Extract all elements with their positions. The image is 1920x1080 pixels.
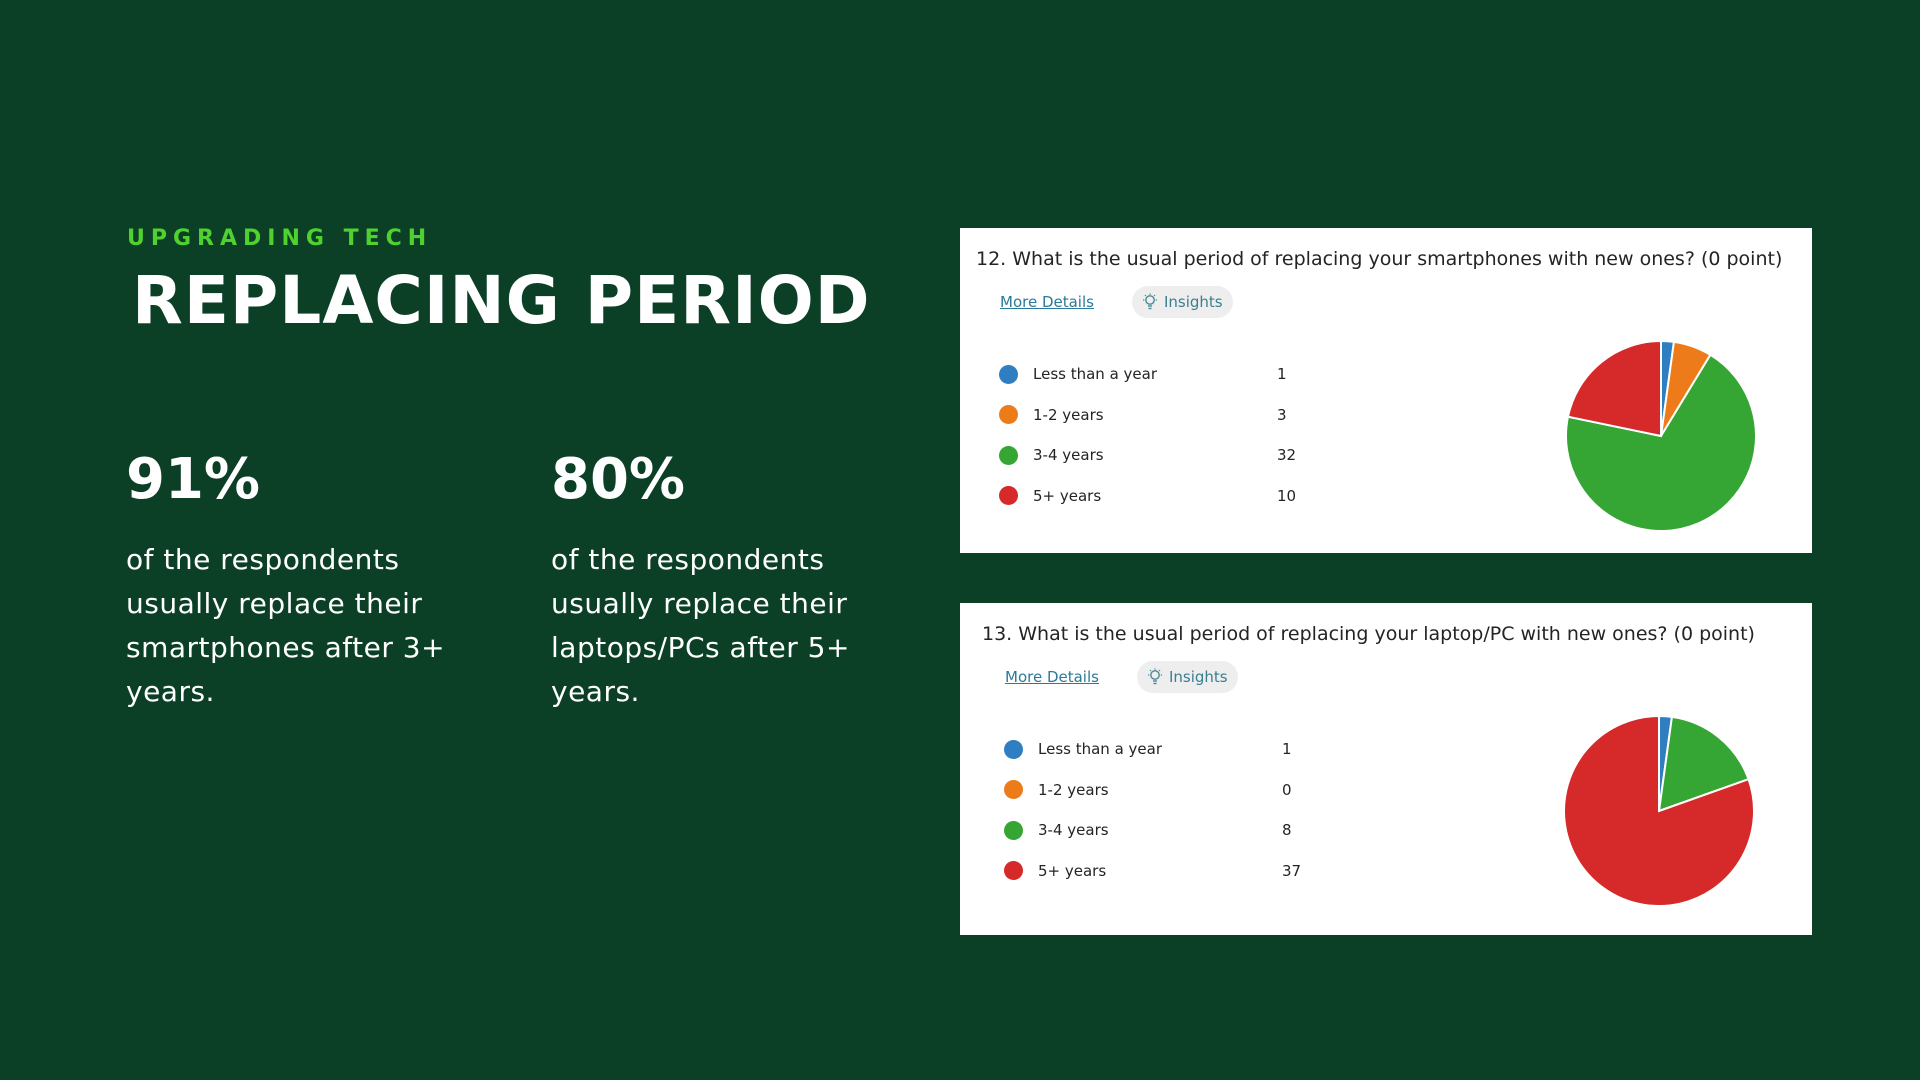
stat-description: of the respondents usually replace their…: [126, 543, 446, 708]
legend-item: 3-4 years 8: [1004, 810, 1324, 851]
survey-card-laptops: 13. What is the usual period of replacin…: [960, 603, 1812, 935]
legend-label: Less than a year: [1033, 365, 1157, 384]
pie-slice-3-4-years: [1565, 353, 1757, 532]
pie-slice-3-4-years: [1657, 715, 1750, 813]
insights-label: Insights: [1168, 668, 1228, 686]
pie-slice-5-years: [1563, 714, 1755, 907]
legend-dot: [1004, 861, 1023, 881]
legend-label: 1-2 years: [1033, 405, 1104, 424]
stat-description: of the respondents usually replace their…: [551, 543, 850, 708]
lightbulb-icon: [1147, 668, 1162, 685]
stat-laptops: 80% of the respondents usually replace t…: [551, 452, 891, 714]
legend-count: 10: [1277, 486, 1297, 505]
insights-label: Insights: [1163, 293, 1223, 311]
legend-label: 3-4 years: [1038, 821, 1109, 840]
legend-label: 5+ years: [1038, 861, 1107, 880]
legend-item: 5+ years 37: [1004, 851, 1324, 892]
pie-chart: [1563, 714, 1755, 907]
legend-count: 1: [1282, 740, 1292, 759]
legend-label: Less than a year: [1038, 740, 1162, 759]
legend-dot: [999, 364, 1018, 384]
pie-chart: [1565, 339, 1757, 532]
survey-card-smartphones: 12. What is the usual period of replacin…: [960, 228, 1812, 553]
legend-dot: [1004, 739, 1023, 759]
legend-item: 1-2 years 3: [999, 395, 1319, 436]
question-text: 13. What is the usual period of replacin…: [982, 623, 1755, 645]
legend-dot: [999, 486, 1018, 506]
legend-dot: [999, 445, 1018, 465]
legend-label: 3-4 years: [1033, 446, 1104, 465]
legend-count: 37: [1282, 861, 1302, 880]
legend-item: 3-4 years 32: [999, 435, 1319, 476]
eyebrow: UPGRADING TECH: [127, 226, 433, 251]
legend-label: 1-2 years: [1038, 780, 1109, 799]
legend-count: 1: [1277, 365, 1287, 384]
pie-slice-5-years: [1566, 339, 1662, 438]
legend-item: 1-2 years 0: [1004, 770, 1324, 811]
card-actions: More Details Insights: [1000, 286, 1233, 318]
legend-item: 5+ years 10: [999, 476, 1319, 517]
legend-item: Less than a year 1: [1004, 729, 1324, 770]
lightbulb-icon: [1142, 293, 1157, 310]
legend-label: 5+ years: [1033, 486, 1102, 505]
legend-count: 0: [1282, 780, 1292, 799]
legend-dot: [1004, 820, 1023, 840]
legend-count: 32: [1277, 446, 1297, 465]
stat-value: 80%: [551, 447, 686, 512]
legend-dot: [999, 405, 1018, 425]
legend-count: 3: [1277, 405, 1287, 424]
stat-smartphones: 91% of the respondents usually replace t…: [126, 452, 466, 714]
more-details-link[interactable]: More Details: [1005, 668, 1099, 686]
page-title: REPLACING PERIOD: [132, 262, 871, 339]
insights-button[interactable]: Insights: [1131, 286, 1233, 318]
legend-dot: [1004, 780, 1023, 800]
legend-count: 8: [1282, 821, 1292, 840]
legend-item: Less than a year 1: [999, 354, 1319, 395]
question-text: 12. What is the usual period of replacin…: [976, 248, 1783, 270]
chart-legend: Less than a year 1 1-2 years 0 3-4 years 8 5+ …: [1004, 729, 1324, 891]
more-details-link[interactable]: More Details: [1000, 293, 1094, 311]
chart-legend: Less than a year 1 1-2 years 3 3-4 years 32 5+…: [999, 354, 1319, 516]
stat-value: 91%: [126, 447, 261, 512]
insights-button[interactable]: Insights: [1136, 661, 1238, 693]
card-actions: More Details Insights: [1005, 661, 1238, 693]
